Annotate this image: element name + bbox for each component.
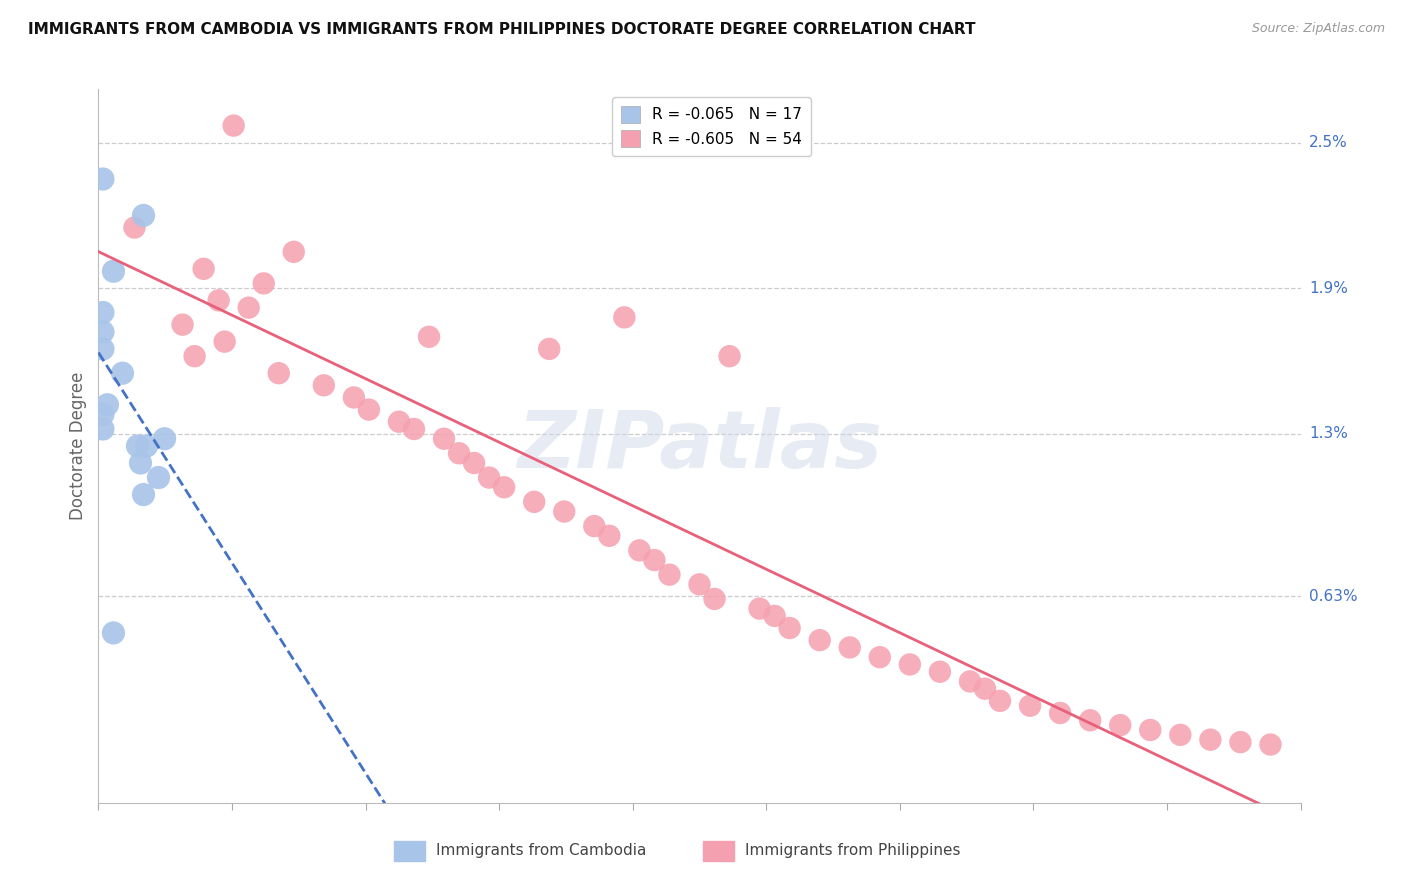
Text: ZIPatlas: ZIPatlas xyxy=(517,407,882,485)
Legend: R = -0.065   N = 17, R = -0.605   N = 54: R = -0.065 N = 17, R = -0.605 N = 54 xyxy=(612,97,811,156)
Point xyxy=(688,577,710,591)
Point xyxy=(494,480,516,494)
Point xyxy=(103,264,125,278)
Text: Immigrants from Philippines: Immigrants from Philippines xyxy=(745,844,960,858)
Point xyxy=(193,261,215,276)
Point xyxy=(779,621,801,635)
Point xyxy=(91,325,114,339)
Text: 0.63%: 0.63% xyxy=(1309,589,1358,604)
Point xyxy=(703,591,725,606)
Point xyxy=(658,567,681,582)
Point xyxy=(974,681,997,696)
Point xyxy=(613,310,636,325)
Point xyxy=(222,119,245,133)
Point xyxy=(447,446,470,460)
Point xyxy=(172,318,194,332)
Point xyxy=(988,694,1011,708)
Point xyxy=(838,640,860,655)
Point xyxy=(523,495,546,509)
Point xyxy=(583,519,606,533)
Point xyxy=(132,208,155,222)
Point xyxy=(214,334,236,349)
Point xyxy=(463,456,485,470)
Text: 1.9%: 1.9% xyxy=(1309,281,1348,296)
Point xyxy=(402,422,425,436)
Point xyxy=(1019,698,1042,713)
Text: 2.5%: 2.5% xyxy=(1309,135,1347,150)
Point xyxy=(148,470,170,484)
Point xyxy=(748,601,770,615)
Point xyxy=(343,391,366,405)
Point xyxy=(1109,718,1132,732)
Text: Immigrants from Cambodia: Immigrants from Cambodia xyxy=(436,844,647,858)
Point xyxy=(869,650,891,665)
Point xyxy=(763,608,786,623)
Point xyxy=(1139,723,1161,737)
Point xyxy=(388,415,411,429)
Point xyxy=(124,220,146,235)
Point xyxy=(283,244,305,259)
Point xyxy=(808,633,831,648)
Point xyxy=(129,456,152,470)
Point xyxy=(91,305,114,319)
Point xyxy=(718,349,741,363)
Point xyxy=(628,543,651,558)
Point xyxy=(1078,713,1101,727)
Point xyxy=(238,301,260,315)
Text: IMMIGRANTS FROM CAMBODIA VS IMMIGRANTS FROM PHILIPPINES DOCTORATE DEGREE CORRELA: IMMIGRANTS FROM CAMBODIA VS IMMIGRANTS F… xyxy=(28,22,976,37)
Point xyxy=(91,422,114,436)
Text: Source: ZipAtlas.com: Source: ZipAtlas.com xyxy=(1251,22,1385,36)
Point xyxy=(267,366,290,380)
Point xyxy=(312,378,335,392)
Text: 1.3%: 1.3% xyxy=(1309,426,1348,442)
Point xyxy=(1229,735,1251,749)
Point xyxy=(1049,706,1071,720)
Point xyxy=(91,172,114,186)
Point xyxy=(929,665,952,679)
Point xyxy=(538,342,561,356)
Point xyxy=(103,626,125,640)
Point xyxy=(111,366,134,380)
Point xyxy=(898,657,921,672)
Point xyxy=(357,402,380,417)
Point xyxy=(959,674,981,689)
Point xyxy=(91,342,114,356)
Point xyxy=(127,439,149,453)
Point xyxy=(553,504,575,518)
Point xyxy=(598,529,620,543)
Point xyxy=(1170,728,1192,742)
Point xyxy=(183,349,205,363)
Point xyxy=(153,432,176,446)
Point xyxy=(135,439,157,453)
Point xyxy=(643,553,665,567)
Point xyxy=(91,408,114,422)
Point xyxy=(132,487,155,501)
Y-axis label: Doctorate Degree: Doctorate Degree xyxy=(69,372,87,520)
Point xyxy=(208,293,231,308)
Point xyxy=(418,330,440,344)
Point xyxy=(1260,738,1282,752)
Point xyxy=(96,398,118,412)
Point xyxy=(253,277,276,291)
Point xyxy=(478,470,501,484)
Point xyxy=(433,432,456,446)
Point xyxy=(1199,732,1222,747)
